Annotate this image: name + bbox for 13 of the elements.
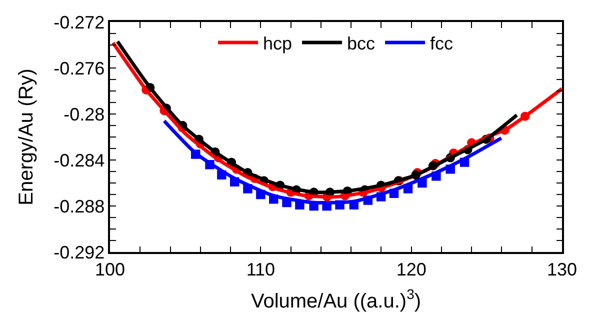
legend-label: fcc bbox=[430, 34, 454, 54]
legend-label: hcp bbox=[263, 34, 292, 54]
y-tick-label: -0.276 bbox=[54, 58, 105, 78]
y-tick-label: -0.288 bbox=[54, 196, 105, 216]
x-axis-title: Volume/Au ((a.u.)$^{3}$) bbox=[250, 286, 422, 312]
y-tick-label: -0.284 bbox=[54, 150, 105, 170]
legend-label: bcc bbox=[347, 34, 376, 54]
x-tick-label: 130 bbox=[546, 259, 578, 280]
x-tick-label: 120 bbox=[396, 259, 426, 280]
x-tick-label: 110 bbox=[246, 259, 276, 280]
y-axis-title: Energy/Au (Ry) bbox=[16, 68, 38, 206]
y-tick-label: -0.28 bbox=[64, 104, 105, 124]
y-tick-label: -0.272 bbox=[54, 12, 105, 32]
